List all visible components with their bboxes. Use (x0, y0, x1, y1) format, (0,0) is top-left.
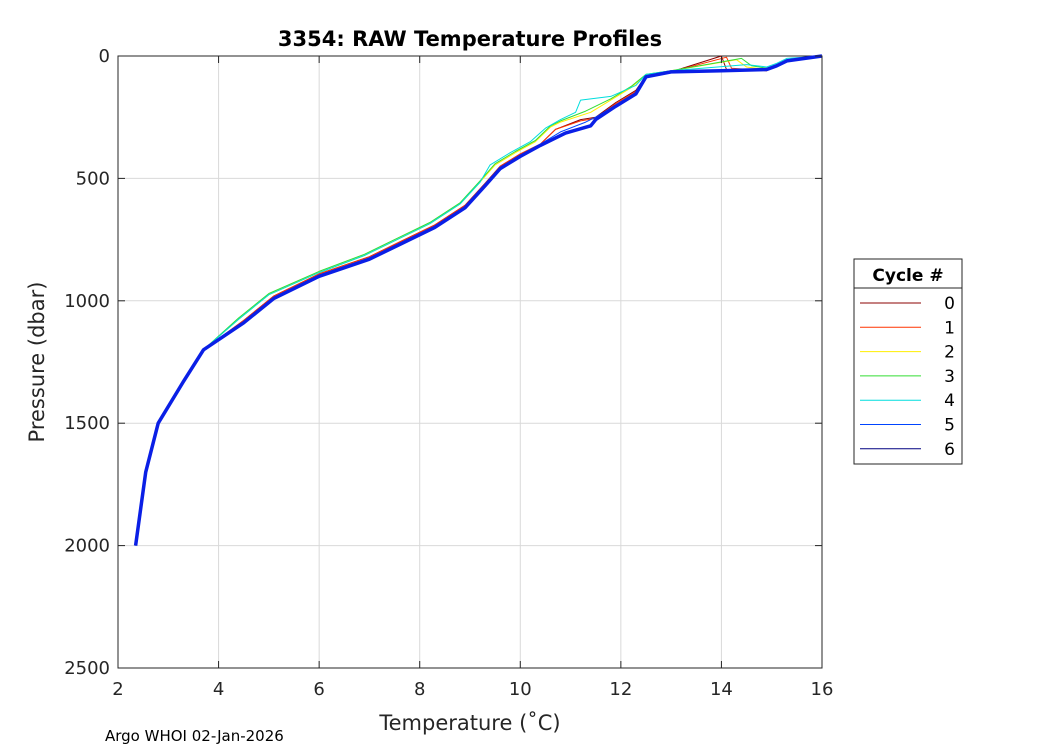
y-tick-label: 0 (99, 46, 110, 67)
x-tick-label: 12 (609, 679, 632, 700)
x-tick-label: 2 (112, 679, 123, 700)
legend-label-0: 0 (944, 294, 955, 314)
series-layer (133, 54, 823, 546)
footer-credit: Argo WHOI 02-Jan-2026 (105, 727, 284, 745)
x-tick-label: 16 (811, 679, 834, 700)
legend-label-1: 1 (944, 318, 955, 338)
x-tick-label: 4 (213, 679, 224, 700)
legend-label-3: 3 (944, 367, 955, 387)
y-tick-label: 2500 (64, 658, 110, 679)
legend-box (853, 258, 963, 465)
y-tick-label: 500 (76, 168, 110, 189)
series-line-4 (135, 55, 823, 546)
series-line-3 (135, 55, 823, 546)
y-tick-label: 1000 (64, 291, 110, 312)
y-tick-label: 2000 (64, 536, 110, 557)
legend-label-4: 4 (944, 391, 955, 411)
legend-label-6: 6 (944, 440, 955, 460)
legend-title: Cycle # (872, 266, 943, 286)
plot-area-frame (117, 55, 823, 669)
x-tick-label: 8 (414, 679, 425, 700)
x-tick-label: 14 (710, 679, 733, 700)
legend-label-5: 5 (944, 416, 955, 436)
legend: Cycle # 0 1 2 3 4 5 6 (853, 258, 963, 465)
chart-title: 3354: RAW Temperature Profiles (278, 27, 662, 51)
x-tick-label: 6 (313, 679, 324, 700)
x-tick-label: 10 (509, 679, 532, 700)
legend-entries: 0 1 2 3 4 5 6 (860, 294, 955, 460)
axis-ticks: 2 4 6 8 10 12 14 16 0 500 1000 1500 2000 2500 (64, 46, 833, 700)
series-line-6 (133, 54, 823, 546)
y-axis-label: Pressure (dbar) (25, 282, 49, 443)
y-tick-label: 1500 (64, 413, 110, 434)
grid-lines (118, 56, 822, 668)
legend-label-2: 2 (944, 343, 955, 363)
x-axis-label: Temperature (˚C) (378, 711, 560, 735)
